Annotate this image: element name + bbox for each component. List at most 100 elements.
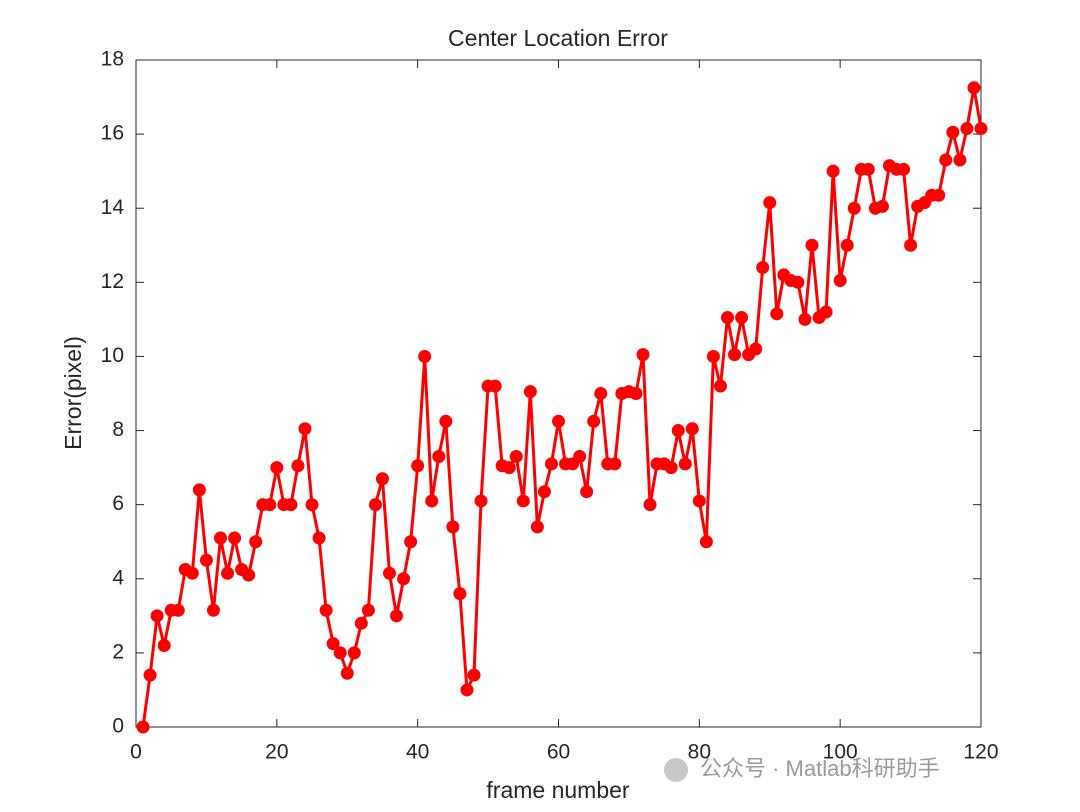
watermark-text: 公众号 · Matlab科研助手 [700,756,940,781]
y-tick-label: 6 [112,492,124,515]
data-point [199,553,213,567]
data-point [326,637,340,651]
data-point [629,387,643,400]
data-point [418,349,432,363]
data-point [474,494,488,508]
data-point [242,568,256,582]
data-point [383,566,396,580]
data-point [502,461,516,475]
data-point [192,483,206,497]
data-point [214,531,227,545]
data-point [171,603,185,617]
data-point [530,520,544,534]
data-point [897,162,911,176]
data-point [770,307,784,321]
data-point [671,424,685,438]
x-tick-label: 100 [823,741,858,764]
x-tick-label: 60 [547,741,570,764]
data-point [354,616,368,630]
data-point [375,472,389,486]
data-point [150,609,164,623]
data-point [333,646,347,660]
data-point [960,122,974,136]
data-point [664,461,678,475]
x-tick-label: 80 [688,741,711,764]
data-point [608,457,622,471]
data-point [439,414,453,428]
data-point [840,238,854,252]
data-point [291,459,305,473]
data-point [404,535,418,549]
data-point [298,422,312,436]
y-tick-label: 2 [112,640,124,663]
data-point [735,311,749,325]
data-point [157,638,171,652]
data-point [573,449,587,463]
data-point [319,603,333,617]
data-point [805,238,819,252]
y-tick-label: 14 [101,196,125,219]
data-point [516,494,530,508]
data-point [587,414,601,428]
data-point [699,535,713,549]
data-point [432,449,446,463]
data-point [819,305,833,319]
data-point [185,566,199,580]
data-point [460,683,474,697]
data-point [284,498,298,512]
data-point [685,422,699,436]
y-axis-label: Error(pixel) [60,336,86,450]
data-point [270,461,284,475]
data-point [249,535,263,549]
data-point [544,457,558,471]
data-point [305,498,319,512]
data-point [692,494,706,508]
data-point [904,238,918,252]
y-tick-label: 18 [101,48,124,71]
data-point [763,196,777,210]
x-axis-label: frame number [486,777,630,803]
x-tick-label: 0 [130,741,142,764]
data-point [861,162,875,176]
data-point [136,720,150,734]
data-point [397,572,411,586]
data-point [636,348,650,362]
data-point [523,385,537,399]
data-point [580,485,594,499]
data-point [411,459,425,473]
data-point [221,566,235,580]
data-point [206,603,220,617]
data-point [552,414,565,428]
data-point [706,349,720,363]
data-point [537,485,551,499]
y-tick-label: 8 [112,418,124,441]
y-tick-label: 10 [101,344,124,367]
y-tick-label: 4 [112,566,124,589]
data-point [974,122,988,136]
data-point [791,275,805,289]
data-point [875,199,889,213]
data-point [453,587,467,601]
data-point [953,153,967,167]
data-point [721,311,734,325]
data-point [368,498,382,512]
data-point [347,646,361,660]
x-tick-label: 40 [406,741,429,764]
plot-box [135,59,982,728]
data-point [643,498,657,512]
data-point [833,273,847,287]
data-point [946,125,960,139]
data-point [390,609,404,623]
data-point [143,668,157,682]
watermark: 公众号 · Matlab科研助手 [664,756,940,782]
data-point [488,379,502,393]
data-point [756,261,770,275]
x-tick-label: 120 [963,741,998,764]
data-point [594,387,608,400]
y-tick-label: 12 [101,270,124,293]
data-point [263,498,277,512]
data-point [847,201,861,215]
data-point [228,531,242,545]
data-point [425,494,439,508]
data-point [728,348,742,362]
